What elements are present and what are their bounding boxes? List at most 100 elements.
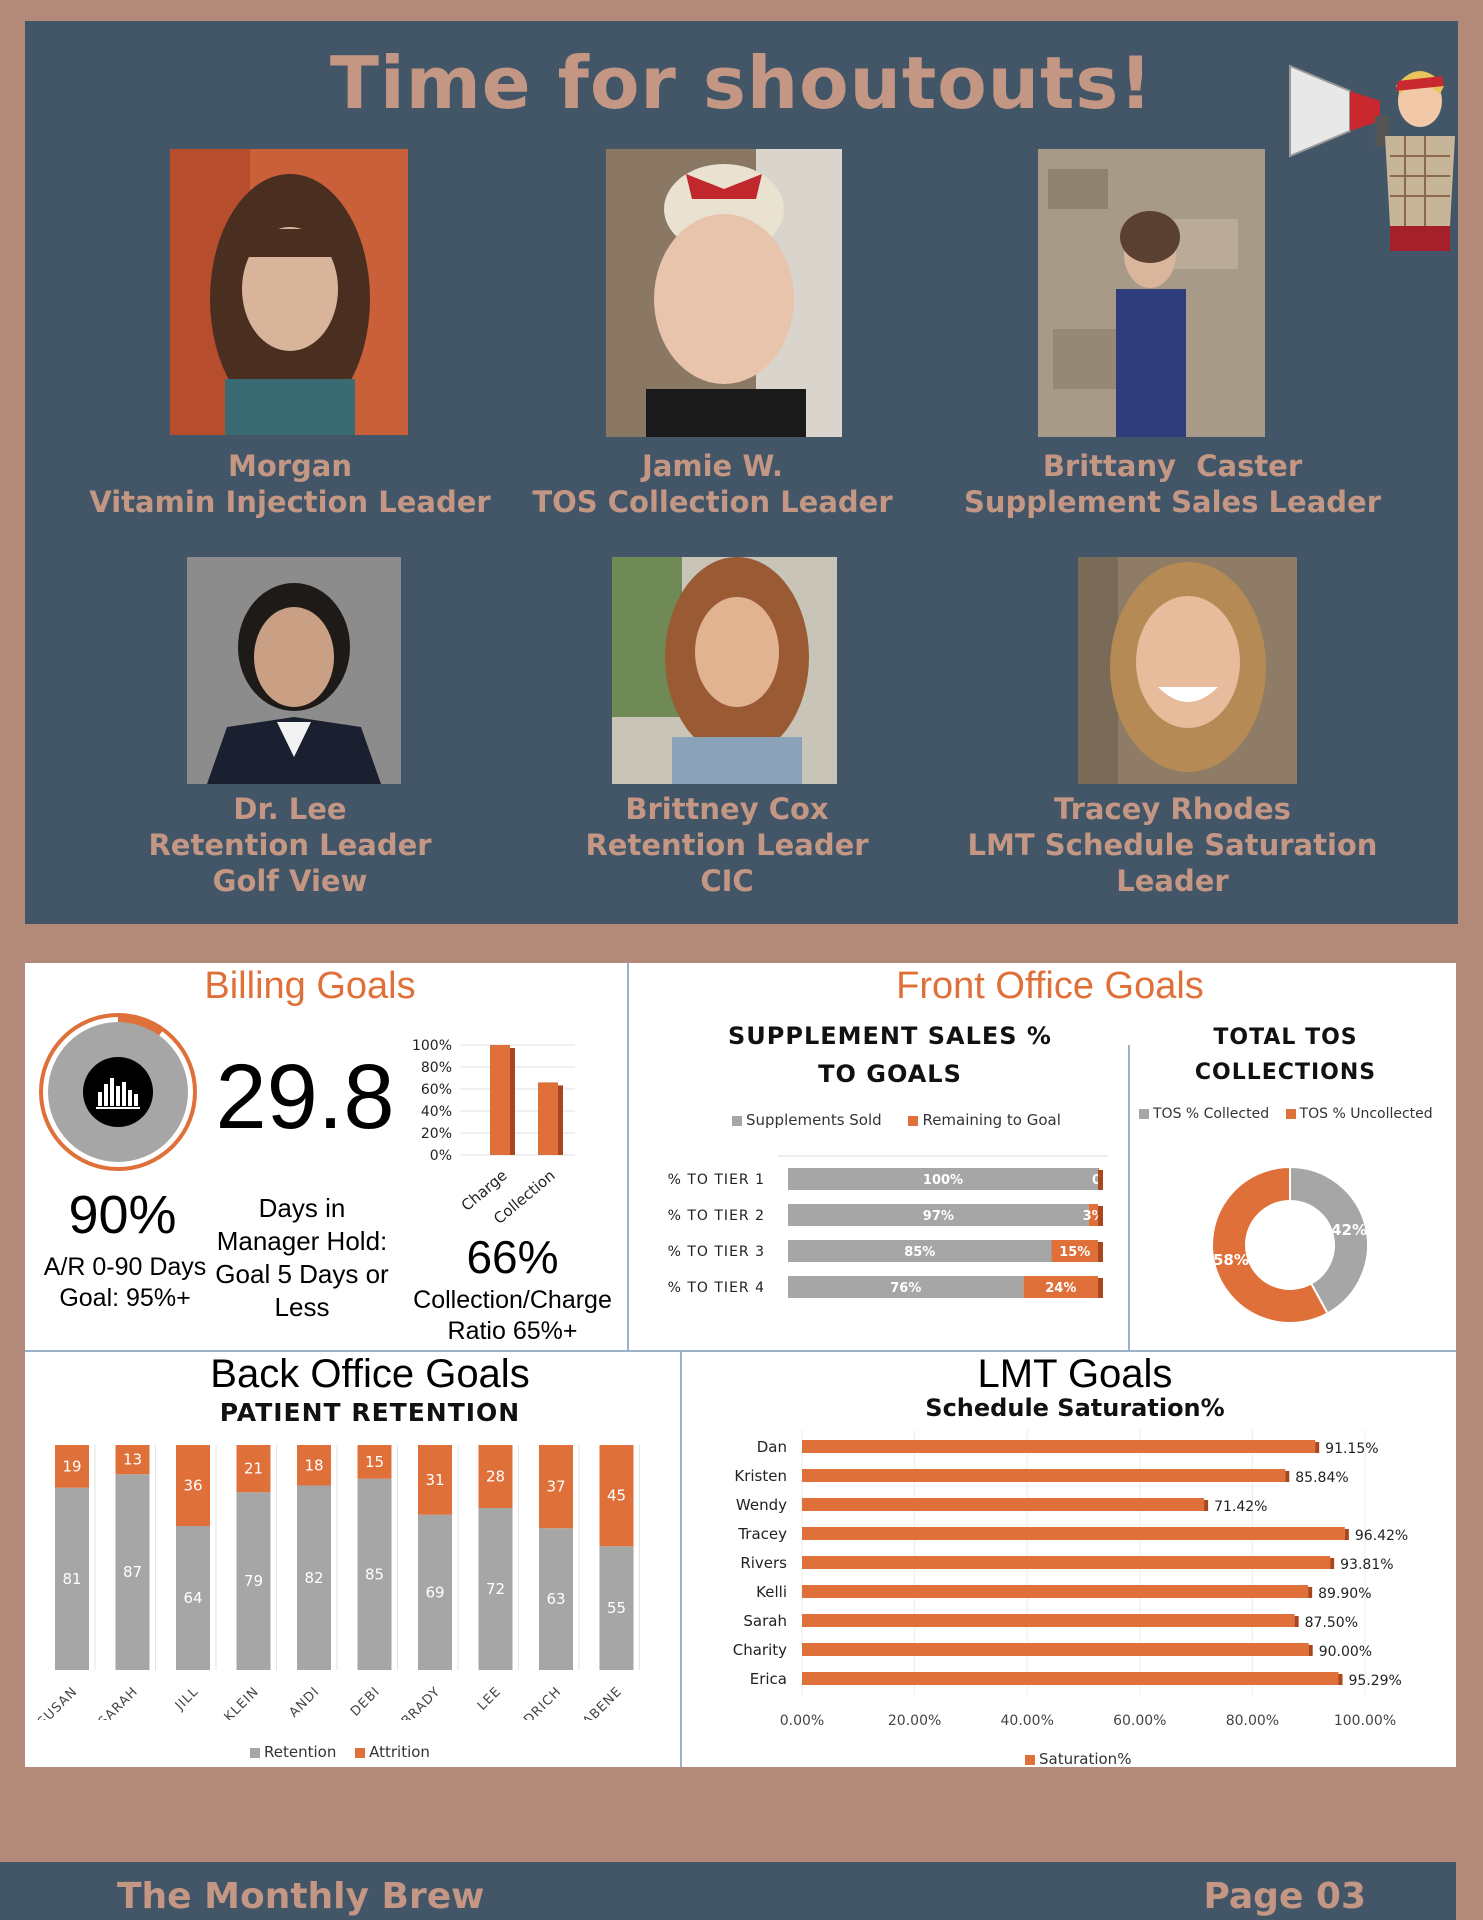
bar-attrition — [539, 1445, 573, 1529]
bar-value-label: 76% — [890, 1281, 921, 1296]
ratio-label-line2: Ratio 65%+ — [447, 1317, 578, 1345]
bar-side — [1344, 1529, 1349, 1540]
supplement-title-line2: TO GOALS — [818, 1060, 962, 1088]
photo-brittany — [1038, 149, 1265, 437]
bar-side — [1308, 1645, 1313, 1656]
legend-swatch-sold — [732, 1115, 742, 1126]
shoutout-name: Dr. Lee — [233, 792, 347, 826]
bar-sold — [788, 1240, 1052, 1262]
retention-value: 72 — [486, 1580, 505, 1598]
category-label: % TO TIER 2 — [668, 1208, 765, 1224]
photo-dr-lee — [187, 557, 401, 784]
bar-saturation — [802, 1643, 1309, 1656]
schedule-saturation-chart: 0.00% 20.00% 40.00% 60.00% 80.00% 100.00% Dan 9… — [733, 1430, 1408, 1729]
slice-label: 42% — [1331, 1221, 1367, 1239]
patient-retention-title: PATIENT RETENTION — [219, 1398, 521, 1427]
shoutout-role: LMT Schedule Saturation — [967, 828, 1378, 862]
caption-brittany: Brittany Caster Supplement Sales Leader — [940, 448, 1405, 520]
bar-side — [1294, 1616, 1299, 1627]
bar-side — [1098, 1170, 1103, 1190]
retention-value: 87 — [123, 1563, 142, 1581]
ar-label-line2: Goal: 95%+ — [59, 1284, 191, 1312]
bar-value-label: 93.81% — [1340, 1557, 1393, 1573]
category-label: Charity — [733, 1641, 787, 1659]
bar-attrition — [176, 1445, 210, 1526]
shoutout-location: CIC — [700, 864, 754, 898]
attrition-value: 36 — [183, 1477, 202, 1495]
bar-saturation — [802, 1585, 1309, 1598]
y-tick-label: 60% — [421, 1082, 452, 1098]
billing-goals-title: Billing Goals — [204, 965, 416, 1007]
retention-value: 55 — [607, 1599, 626, 1617]
slice-uncollected — [1211, 1165, 1329, 1324]
ar-label: A/R 0-90 Days Goal: 95%+ — [30, 1252, 220, 1314]
bar-side — [1098, 1242, 1103, 1262]
caption-morgan: Morgan Vitamin Injection Leader — [60, 448, 520, 520]
y-tick-label: 100% — [412, 1038, 452, 1054]
retention-legend: Retention Attrition — [250, 1743, 430, 1761]
x-tick-label: ANDI — [286, 1684, 322, 1720]
ar-label-line1: A/R 0-90 Days — [43, 1253, 207, 1281]
bar-saturation — [802, 1440, 1316, 1453]
y-tick-label: 80% — [421, 1060, 452, 1076]
legend-uncollected: TOS % Uncollected — [1299, 1106, 1433, 1122]
bar-retention — [115, 1474, 150, 1670]
shoutout-role: Retention Leader — [148, 828, 432, 862]
retention-value: 69 — [425, 1583, 444, 1601]
category-label: Sarah — [743, 1612, 787, 1630]
bar-side — [1098, 1206, 1103, 1226]
divider-supp-tos — [1128, 1045, 1130, 1350]
bar-retention — [418, 1514, 452, 1670]
bar-attrition — [236, 1445, 271, 1493]
attrition-value: 37 — [546, 1478, 565, 1496]
bar-value-label: 85% — [904, 1245, 935, 1260]
bar-sold — [788, 1204, 1089, 1226]
shoutout-name: Tracey Rhodes — [1054, 792, 1291, 826]
bar-collection — [538, 1082, 558, 1155]
bar-remaining — [1023, 1276, 1098, 1298]
category-label: Dan — [757, 1438, 787, 1456]
attrition-value: 28 — [486, 1468, 505, 1486]
divider-top-bottom — [25, 1350, 1456, 1352]
y-tick-label: 20% — [421, 1126, 452, 1142]
ar-ring-chart — [39, 1013, 197, 1171]
bar-attrition — [357, 1445, 392, 1479]
attrition-value: 45 — [607, 1487, 626, 1505]
bar-value-label: 91.15% — [1325, 1441, 1378, 1457]
bar-value-label: 71.42% — [1214, 1499, 1267, 1515]
category-label: Kelli — [756, 1583, 787, 1601]
days-label-line2: Manager Hold: — [216, 1226, 388, 1256]
x-tick-label: 0.00% — [780, 1713, 824, 1729]
shoutout-role: Supplement Sales Leader — [963, 485, 1382, 519]
shoutout-role: TOS Collection Leader — [532, 485, 893, 519]
attrition-value: 13 — [123, 1451, 142, 1469]
bar-remaining — [1088, 1204, 1098, 1226]
days-label: Days in Manager Hold: Goal 5 Days or Les… — [207, 1192, 397, 1324]
shoutout-role: Retention Leader — [585, 828, 869, 862]
shoutout-name: Morgan — [227, 449, 353, 483]
bar-retention — [357, 1478, 392, 1670]
attrition-value: 21 — [244, 1460, 263, 1478]
slice-label: 58% — [1213, 1251, 1249, 1269]
bar-retention — [478, 1508, 513, 1670]
legend-saturation: Saturation% — [1039, 1750, 1132, 1768]
bar-value-label: 90.00% — [1319, 1644, 1372, 1660]
bar-retention — [297, 1485, 331, 1670]
bar-value-label: 24% — [1045, 1281, 1076, 1296]
days-value: 29.8 — [215, 1046, 395, 1148]
front-office-title: Front Office Goals — [896, 965, 1204, 1007]
divider-back-lmt — [680, 1352, 682, 1767]
ar-percent: 90% — [68, 1185, 177, 1245]
legend-swatch-collected — [1139, 1109, 1149, 1119]
bar-side — [1285, 1471, 1290, 1482]
bar-side — [510, 1048, 515, 1155]
y-tick-label: 0% — [430, 1148, 452, 1164]
bar-side — [1315, 1442, 1320, 1453]
bar-saturation — [802, 1614, 1295, 1627]
retention-value: 79 — [244, 1572, 263, 1590]
back-office-title: Back Office Goals — [210, 1352, 530, 1396]
bar-value-label: 85.84% — [1295, 1470, 1348, 1486]
bar-attrition — [297, 1445, 331, 1486]
ratio-value: 66% — [466, 1231, 559, 1283]
